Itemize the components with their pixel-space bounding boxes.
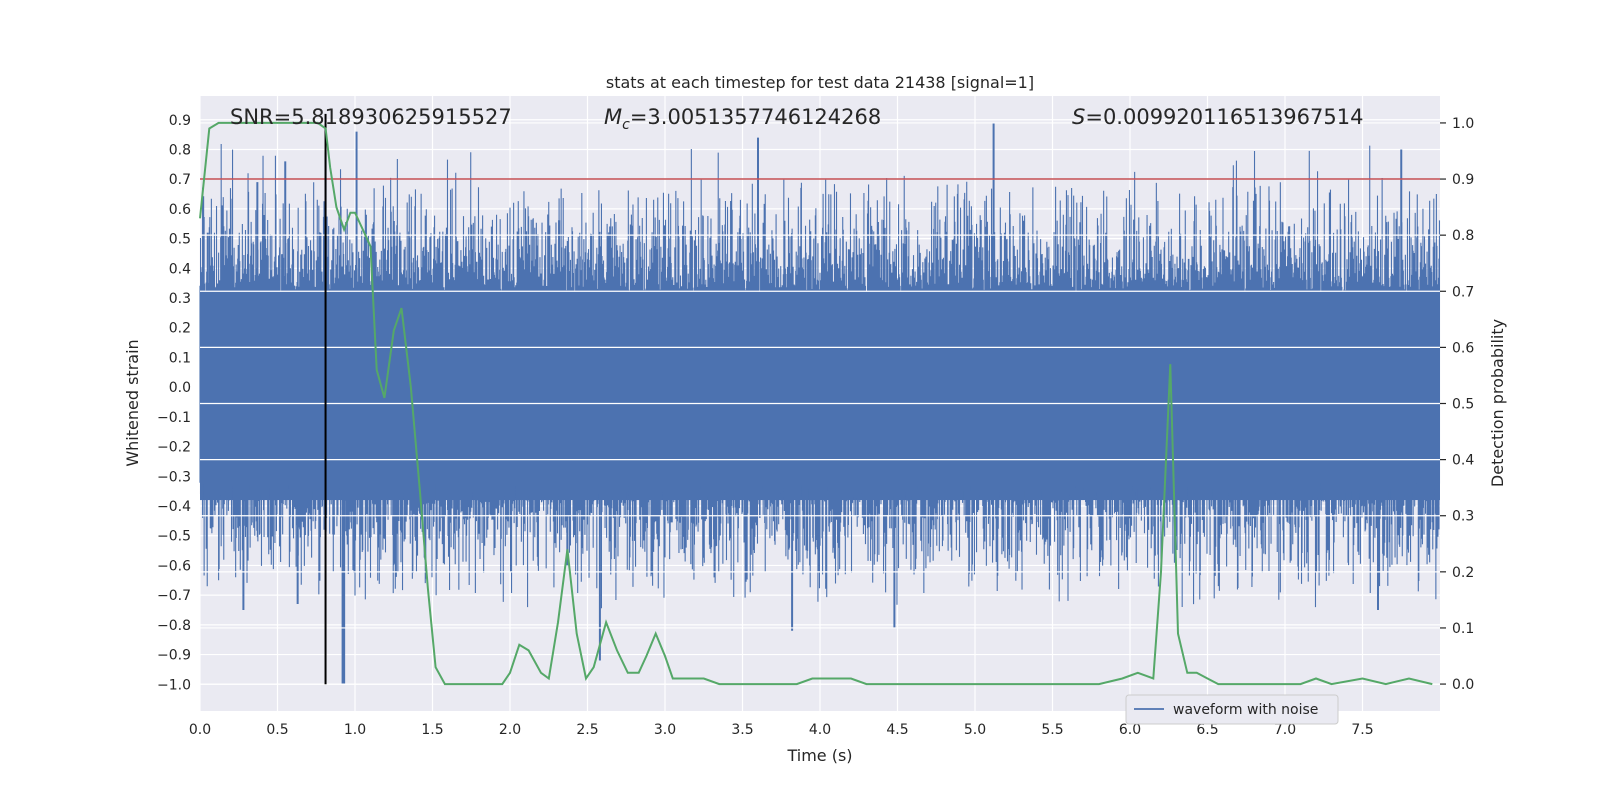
chirp-mass-symbol: M [604, 105, 622, 129]
y-left-tick-label: −0.8 [157, 618, 191, 634]
y-left-tick-label: −1.0 [157, 677, 191, 693]
y-left-tick-label: −0.3 [157, 469, 191, 485]
y-left-tick-label: 0.3 [169, 291, 191, 307]
y-right-tick-label: 0.3 [1452, 509, 1474, 525]
waveform-noise [199, 144, 1441, 609]
legend: waveform with noise [1125, 694, 1339, 725]
y-right-tick-label: 0.4 [1452, 453, 1474, 469]
x-tick-label: 3.0 [654, 722, 676, 738]
x-tick-label: 6.5 [1196, 722, 1218, 738]
s-annotation: S=0.009920116513967514 [1072, 105, 1363, 129]
y-left-tick-label: 0.6 [169, 202, 191, 218]
x-tick-label: 2.5 [576, 722, 598, 738]
legend-label: waveform with noise [1173, 702, 1318, 718]
snr-annotation: SNR=5.818930625915527 [230, 105, 512, 129]
y-right-tick-label: 0.1 [1452, 621, 1474, 637]
y-axis-left-label: Whitened strain [123, 339, 142, 466]
x-tick-label: 7.0 [1274, 722, 1296, 738]
y-left-tick-label: 0.9 [169, 113, 191, 129]
y-right-tick-label: 0.9 [1452, 172, 1474, 188]
y-left-tick-label: 0.0 [169, 380, 191, 396]
y-right-tick-label: 0.6 [1452, 340, 1474, 356]
x-tick-label: 6.0 [1119, 722, 1141, 738]
chart-title: stats at each timestep for test data 214… [606, 73, 1034, 92]
s-symbol: S [1072, 105, 1085, 129]
y-left-tick-label: −0.5 [157, 529, 191, 545]
chirp-mass-value: =3.0051357746124268 [630, 105, 881, 129]
x-tick-label: 7.5 [1351, 722, 1373, 738]
y-left-tick-label: −0.1 [157, 410, 191, 426]
y-left-tick-label: 0.5 [169, 232, 191, 248]
y-left-tick-label: −0.6 [157, 558, 191, 574]
chirp-mass-subscript: c [622, 117, 630, 133]
y-right-tick-label: 0.5 [1452, 397, 1474, 413]
chirp-mass-annotation: Mc=3.0051357746124268 [604, 105, 881, 133]
y-right-tick-label: 0.0 [1452, 677, 1474, 693]
legend-box [1125, 694, 1339, 725]
x-tick-label: 1.0 [344, 722, 366, 738]
y-left-tick-label: 0.8 [169, 142, 191, 158]
x-tick-label: 4.5 [886, 722, 908, 738]
y-right-tick-label: 0.7 [1452, 284, 1474, 300]
x-tick-label: 5.5 [1041, 722, 1063, 738]
y-left-tick-label: 0.1 [169, 350, 191, 366]
x-tick-label: 3.5 [731, 722, 753, 738]
waveform-with-noise-series [199, 122, 1441, 685]
y-right-tick-label: 1.0 [1452, 116, 1474, 132]
y-left-tick-label: 0.7 [169, 172, 191, 188]
y-axis-right-label: Detection probability [1488, 319, 1507, 487]
detection-probability-line [199, 121, 1433, 686]
y-left-tick-label: −0.4 [157, 499, 191, 515]
y-left-tick-label: 0.2 [169, 321, 191, 337]
x-tick-label: 1.5 [421, 722, 443, 738]
x-tick-label: 2.0 [499, 722, 521, 738]
x-axis-label: Time (s) [786, 746, 852, 765]
y-right-tick-label: 0.2 [1452, 565, 1474, 581]
y-right-tick-label: 0.8 [1452, 228, 1474, 244]
y-left-tick-label: −0.9 [157, 648, 191, 664]
x-tick-label: 5.0 [964, 722, 986, 738]
y-left-tick-label: −0.7 [157, 588, 191, 604]
x-tick-label: 0.5 [266, 722, 288, 738]
y-left-tick-label: −0.2 [157, 440, 191, 456]
x-tick-label: 0.0 [189, 722, 211, 738]
y-left-tick-label: 0.4 [169, 261, 191, 277]
x-tick-label: 4.0 [809, 722, 831, 738]
s-value: =0.009920116513967514 [1085, 105, 1363, 129]
